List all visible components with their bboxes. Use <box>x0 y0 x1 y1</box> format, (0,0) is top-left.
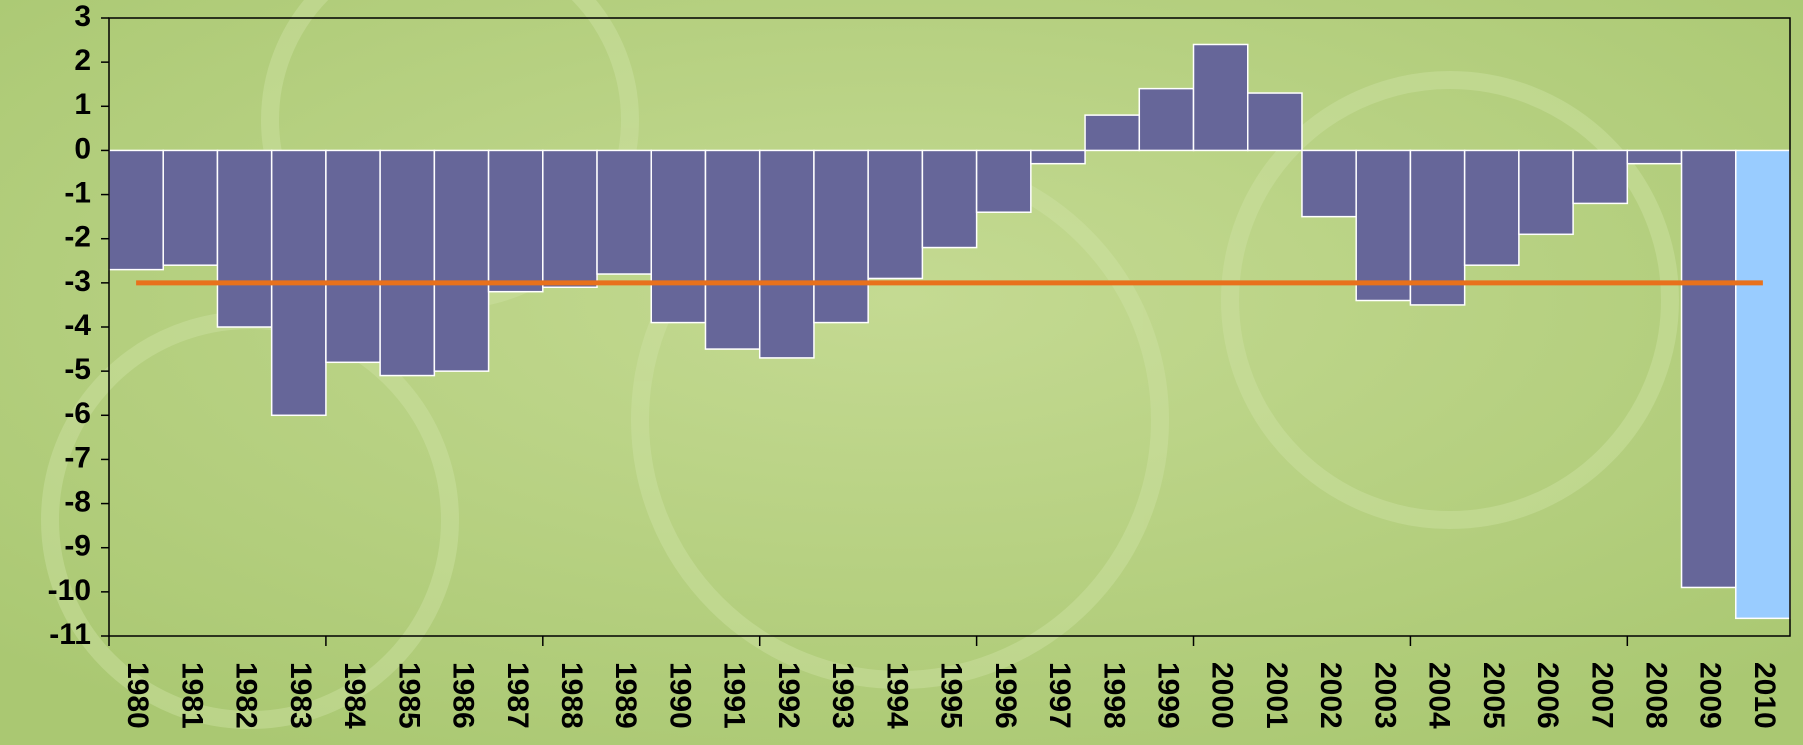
x-tick-label: 1993 <box>826 662 859 729</box>
y-tick-label: -7 <box>64 441 91 474</box>
bar <box>921 149 978 249</box>
bar <box>1409 149 1466 306</box>
bar <box>1192 43 1249 152</box>
x-tick-label: 2008 <box>1640 662 1673 729</box>
x-tick-label: 2005 <box>1477 662 1510 729</box>
x-tick-label: 2010 <box>1748 662 1781 729</box>
x-tick-label: 1986 <box>447 662 480 729</box>
x-tick-label: 2001 <box>1260 662 1293 729</box>
x-tick-label: 1982 <box>230 662 263 729</box>
y-tick-label: -3 <box>64 265 91 298</box>
x-tick-label: 1994 <box>880 662 913 729</box>
x-tick-label: 1997 <box>1043 662 1076 729</box>
bar <box>162 149 219 266</box>
x-tick-label: 1980 <box>121 662 154 729</box>
bar <box>379 149 436 377</box>
bar <box>1572 149 1629 205</box>
y-tick-label: -5 <box>64 353 91 386</box>
x-tick-label: 1996 <box>989 662 1022 729</box>
x-tick-label: 1984 <box>338 662 371 729</box>
bar <box>650 149 707 324</box>
y-tick-label: 1 <box>74 88 91 121</box>
x-tick-label: 2000 <box>1206 662 1239 729</box>
y-tick-label: 2 <box>74 44 91 77</box>
bar <box>108 149 164 271</box>
x-tick-label: 1987 <box>501 662 534 729</box>
bar <box>1680 149 1737 589</box>
bar <box>1518 149 1574 236</box>
x-tick-label: 2004 <box>1423 662 1456 729</box>
y-tick-label: -2 <box>64 221 91 254</box>
x-tick-label: 1983 <box>284 662 317 729</box>
y-tick-label: -9 <box>64 530 91 563</box>
y-tick-label: -11 <box>49 618 91 651</box>
bar <box>867 149 924 280</box>
y-tick-label: 3 <box>74 0 91 33</box>
x-tick-label: 2002 <box>1314 662 1347 729</box>
bar <box>1030 149 1086 165</box>
x-tick-label: 1989 <box>609 662 642 729</box>
x-tick-label: 1998 <box>1097 662 1130 729</box>
y-tick-label: -10 <box>48 574 91 607</box>
bar <box>1138 87 1195 152</box>
x-tick-label: 1981 <box>175 662 208 729</box>
bar <box>975 149 1032 213</box>
bar <box>433 149 490 372</box>
bar <box>325 149 381 364</box>
x-tick-label: 1990 <box>663 662 696 729</box>
x-tick-label: 1988 <box>555 662 588 729</box>
x-tick-label: 1985 <box>392 662 425 729</box>
bar <box>1301 149 1357 218</box>
bar <box>758 149 815 359</box>
bar <box>1735 149 1791 620</box>
y-tick-label: -4 <box>64 309 91 342</box>
bar <box>1626 149 1683 165</box>
x-tick-label: 1991 <box>718 662 751 729</box>
x-tick-label: 1999 <box>1151 662 1184 729</box>
bar <box>487 149 544 293</box>
bar <box>596 149 653 275</box>
bar <box>704 149 761 350</box>
x-tick-label: 2009 <box>1694 662 1727 729</box>
x-tick-label: 1992 <box>772 662 805 729</box>
bar <box>1246 92 1303 152</box>
x-tick-label: 2007 <box>1585 662 1618 729</box>
x-tick-label: 2003 <box>1368 662 1401 729</box>
x-tick-label: 2006 <box>1531 662 1564 729</box>
bar <box>1463 149 1520 266</box>
y-tick-label: -6 <box>64 397 91 430</box>
y-tick-label: -8 <box>64 485 91 518</box>
bar <box>1084 114 1141 152</box>
y-tick-label: 0 <box>74 132 91 165</box>
bar <box>216 149 273 328</box>
bar <box>542 149 598 289</box>
x-tick-label: 1995 <box>935 662 968 729</box>
y-tick-label: -1 <box>64 176 91 209</box>
bar <box>813 149 869 324</box>
bar <box>1355 149 1412 302</box>
